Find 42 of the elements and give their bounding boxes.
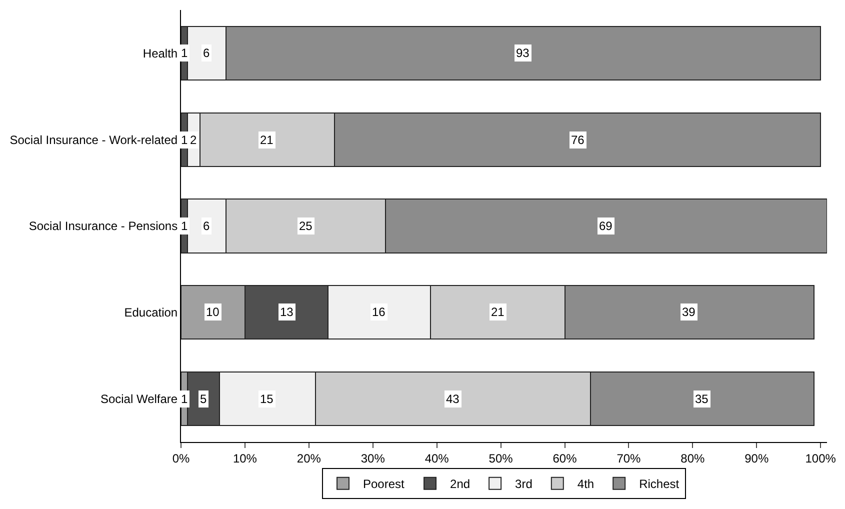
- data-label: 1: [181, 133, 188, 147]
- data-label: 25: [299, 219, 313, 233]
- x-tick-label: 100%: [805, 451, 836, 466]
- x-tick-label: 60%: [552, 451, 578, 466]
- data-label: 1: [181, 46, 188, 60]
- y-tick-label: Health: [142, 46, 178, 60]
- data-label: 93: [516, 46, 530, 60]
- data-label: 6: [203, 219, 210, 233]
- y-tick-label: Social Insurance - Work-related: [10, 132, 178, 147]
- data-label: 43: [446, 392, 460, 406]
- data-label: 76: [571, 133, 585, 147]
- data-label: 15: [260, 392, 274, 406]
- legend-label: 3rd: [515, 477, 532, 492]
- legend-label: 4th: [577, 477, 594, 492]
- data-label: 6: [203, 46, 210, 60]
- data-label: 35: [695, 392, 709, 406]
- x-tick-label: 20%: [296, 451, 322, 466]
- x-tick-label: 0%: [172, 451, 190, 466]
- x-tick-label: 50%: [488, 451, 514, 466]
- y-tick-label: Social Insurance - Pensions: [28, 219, 178, 234]
- data-label: 2: [190, 133, 197, 147]
- data-label: 39: [682, 305, 696, 319]
- data-label: 13: [280, 305, 294, 319]
- x-tick-label: 30%: [360, 451, 386, 466]
- legend-label: Poorest: [363, 477, 406, 492]
- data-label: 1: [181, 219, 188, 233]
- data-label: 1: [181, 392, 188, 406]
- x-tick-label: 40%: [424, 451, 450, 466]
- data-label: 5: [200, 392, 207, 406]
- data-label: 21: [491, 305, 505, 319]
- x-tick-label: 80%: [680, 451, 706, 466]
- x-tick-label: 10%: [232, 451, 258, 466]
- y-tick-label: Social Welfare: [100, 392, 178, 406]
- x-tick-label: 90%: [744, 451, 769, 466]
- x-tick-label: 70%: [616, 451, 642, 466]
- data-label: 16: [372, 305, 386, 319]
- data-label: 10: [206, 305, 220, 319]
- data-label: 69: [599, 219, 613, 233]
- legend-label: Richest: [639, 477, 680, 492]
- data-label: 21: [260, 133, 274, 147]
- legend-label: 2nd: [450, 477, 470, 492]
- y-tick-label: Education: [124, 306, 178, 320]
